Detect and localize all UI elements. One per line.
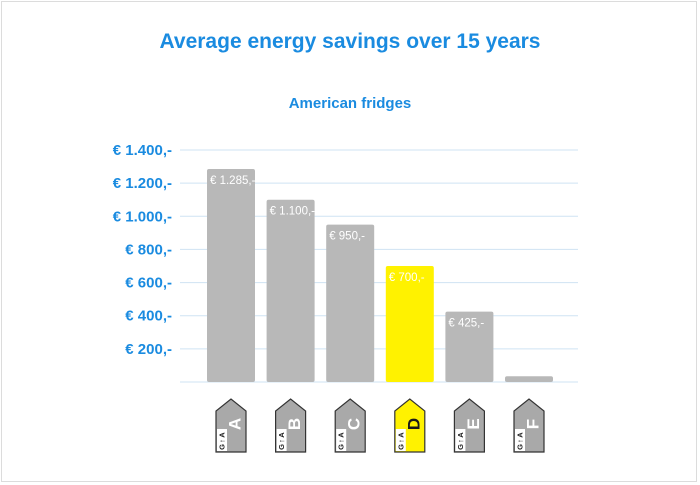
scale-bottom-letter: G (218, 444, 227, 450)
scale-bottom-letter: G (516, 444, 525, 450)
energy-label-c: CA↑G (334, 398, 366, 453)
scale-bottom-letter: G (277, 444, 286, 450)
data-label: € 425,- (448, 318, 484, 330)
data-labels: € 1.285,- € 1.100,- € 950,- € 700,- € 425,- (210, 175, 484, 330)
y-axis: € 200,- € 400,- € 600,- € 800,- € 1.000,- € 1… (113, 142, 172, 358)
scale-strip (515, 429, 525, 451)
scale-arrow: ↑ (456, 439, 465, 443)
scale-bottom-letter: G (396, 444, 405, 450)
energy-class-letter: D (404, 418, 423, 430)
scale-top-letter: A (337, 432, 346, 438)
energy-class-letter: E (464, 418, 483, 429)
scale-strip (336, 429, 347, 451)
scale-arrow: ↑ (396, 439, 405, 443)
energy-label-d: DA↑G (394, 398, 426, 453)
data-label: € 1.285,- (210, 175, 256, 187)
chart-subtitle: American fridges (288, 95, 412, 112)
bar-c (326, 224, 375, 382)
energy-label-b: BA↑G (275, 398, 307, 453)
scale-top-letter: A (218, 432, 227, 438)
y-tick-label: € 800,- (125, 241, 172, 258)
y-tick-label: € 600,- (125, 275, 172, 292)
scale-strip (395, 429, 406, 451)
scale-top-letter: A (456, 432, 465, 438)
chart-title: Average energy savings over 15 years (159, 30, 541, 53)
energy-class-letter: F (524, 419, 543, 429)
scale-strip (217, 429, 227, 451)
bar-e (445, 311, 494, 382)
scale-arrow: ↑ (337, 439, 346, 443)
energy-label-f: FA↑G (513, 398, 545, 453)
bars (207, 169, 553, 382)
y-tick-label: € 1.000,- (113, 208, 172, 225)
energy-label-e: EA↑G (453, 398, 485, 453)
y-tick-label: € 200,- (125, 341, 172, 358)
scale-bottom-letter: G (337, 444, 346, 450)
scale-bottom-letter: G (456, 444, 465, 450)
y-tick-label: € 1.200,- (113, 175, 172, 192)
scale-top-letter: A (396, 432, 405, 438)
bar-f (505, 376, 553, 382)
bar-d (385, 266, 434, 382)
scale-top-letter: A (516, 432, 525, 438)
scale-top-letter: A (277, 432, 286, 438)
energy-label-a: AA↑G (215, 398, 247, 453)
energy-class-labels: AA↑GBA↑GCA↑GDA↑GEA↑GFA↑G (215, 398, 545, 453)
bar-a (207, 169, 255, 382)
energy-class-letter: A (226, 418, 245, 430)
energy-class-letter: C (345, 418, 364, 430)
scale-strip (455, 429, 466, 451)
data-label: € 1.100,- (270, 206, 316, 218)
y-tick-label: € 1.400,- (113, 142, 172, 159)
data-label: € 950,- (329, 231, 365, 243)
scale-arrow: ↑ (277, 439, 286, 443)
bar-b (266, 199, 315, 382)
y-tick-label: € 400,- (125, 308, 172, 325)
data-label: € 700,- (389, 272, 425, 284)
scale-arrow: ↑ (516, 439, 525, 443)
scale-arrow: ↑ (218, 439, 227, 443)
energy-class-letter: B (285, 418, 304, 430)
scale-strip (276, 429, 287, 451)
